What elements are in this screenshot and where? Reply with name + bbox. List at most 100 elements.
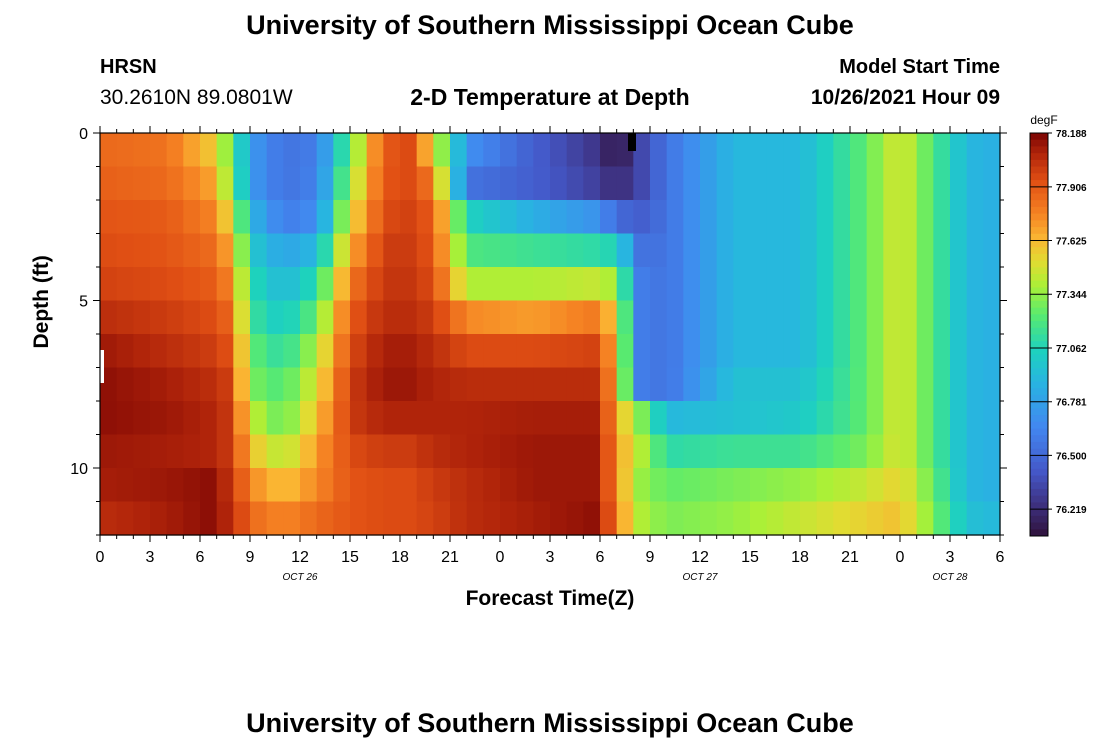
heatmap-cell [600,501,618,536]
x-tick-label: 21 [841,549,859,566]
heatmap-cell [933,501,951,536]
heatmap-cell [433,267,451,302]
heatmap-cell [716,434,734,469]
heatmap-cell [800,300,818,335]
heatmap-cell [700,300,718,335]
colorbar-segment [1030,186,1048,194]
heatmap-cell [600,401,618,436]
heatmap-cell [250,200,268,235]
heatmap-cell [466,233,484,268]
heatmap-cell [450,267,468,302]
heatmap-cell [783,434,801,469]
heatmap-cell [350,133,368,168]
heatmap-cell [266,434,284,469]
heatmap-cell [533,267,551,302]
heatmap-cell [166,300,184,335]
heatmap-cell [933,300,951,335]
heatmap-cell [916,233,934,268]
heatmap-cell [600,133,618,168]
heatmap-cell [866,166,884,201]
heatmap-cell [383,200,401,235]
heatmap-cell [650,401,668,436]
heatmap-cell [500,367,518,402]
heatmap-cell [566,468,584,503]
heatmap-cell [500,267,518,302]
heatmap-cell [600,434,618,469]
heatmap-cell [666,501,684,536]
heatmap-cell [100,334,118,369]
heatmap-cell [816,133,834,168]
heatmap-cell [716,334,734,369]
heatmap-cell [133,401,151,436]
x-tick-label: 18 [391,549,409,566]
heatmap-cell [233,401,251,436]
colorbar-segment [1030,435,1048,443]
heatmap-cell [650,434,668,469]
heatmap-cell [733,401,751,436]
colorbar-segment [1030,381,1048,389]
heatmap-cell [766,166,784,201]
heatmap-cell [883,468,901,503]
heatmap-cell [566,401,584,436]
heatmap-cell [300,367,318,402]
colorbar-segment [1030,287,1048,295]
heatmap-cell [400,401,418,436]
heatmap-cell [450,401,468,436]
x-tick-label: 6 [596,549,605,566]
heatmap-cell [716,401,734,436]
heatmap-cell [733,267,751,302]
heatmap-cell [200,233,218,268]
data-gap-marker [100,350,104,383]
heatmap-cell [216,367,234,402]
heatmap-cell [850,401,868,436]
colorbar-segment [1030,468,1048,477]
heatmap-cell [450,468,468,503]
heatmap-cell [466,200,484,235]
heatmap-cell [650,300,668,335]
heatmap-cell [966,200,984,235]
heatmap-cell [750,233,768,268]
heatmap-cell [600,334,618,369]
heatmap-cell [800,233,818,268]
heatmap-cell [950,200,968,235]
heatmap-cell [883,166,901,201]
heatmap-cell [283,434,301,469]
heatmap-cell [166,468,184,503]
heatmap-cell [700,166,718,201]
heatmap-cell [950,401,968,436]
colorbar-segment [1030,388,1048,396]
heatmap-cell [950,133,968,168]
colorbar-segment [1030,173,1048,181]
heatmap-cell [833,367,851,402]
heatmap-cell [383,334,401,369]
heatmap-cell [116,233,134,268]
heatmap-cell [633,267,651,302]
heatmap-cell [450,166,468,201]
heatmap-cell [283,367,301,402]
heatmap-cell [300,434,318,469]
heatmap-cell [616,300,634,335]
colorbar-segment [1030,200,1048,208]
heatmap-cell [366,200,384,235]
heatmap-cell [100,233,118,268]
heatmap-cell [766,401,784,436]
x-tick-label: 9 [646,549,655,566]
heatmap-cell [133,501,151,536]
heatmap-cell [316,468,334,503]
heatmap-cell [616,233,634,268]
heatmap-cell [500,434,518,469]
heatmap-cell [350,334,368,369]
heatmap-cell [433,334,451,369]
heatmap-cell [716,267,734,302]
heatmap-cell [733,133,751,168]
heatmap-cell [383,501,401,536]
heatmap-cell [616,501,634,536]
heatmap-cell [566,267,584,302]
heatmap-cell [866,233,884,268]
heatmap-cell [550,200,568,235]
heatmap-cell [750,434,768,469]
heatmap-cell [366,300,384,335]
colorbar-segment [1030,441,1048,450]
heatmap-cell [216,233,234,268]
heatmap-cell [216,501,234,536]
